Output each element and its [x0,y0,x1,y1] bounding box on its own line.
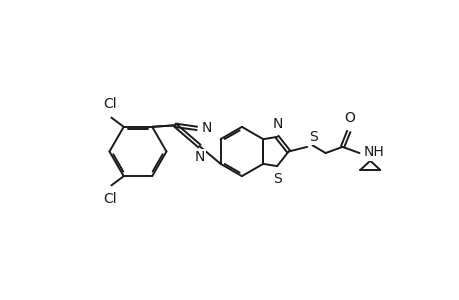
Text: NH: NH [363,145,383,159]
Text: Cl: Cl [103,192,117,206]
Text: O: O [343,111,354,125]
Text: Cl: Cl [103,97,117,111]
Text: S: S [309,130,318,144]
Text: N: N [201,121,212,135]
Text: N: N [194,150,204,164]
Text: S: S [273,172,282,185]
Text: N: N [272,118,282,131]
